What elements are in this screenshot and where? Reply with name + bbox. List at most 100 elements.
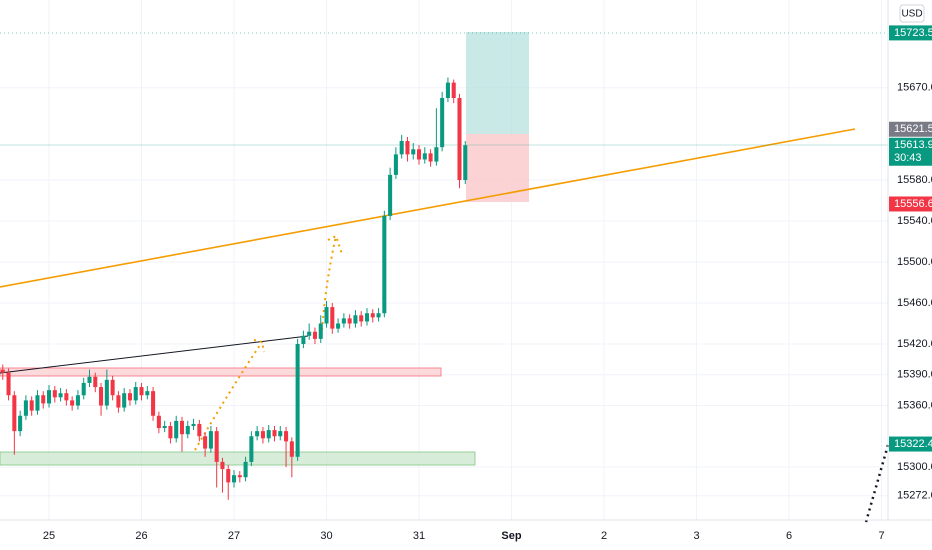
candle-body bbox=[341, 318, 346, 324]
x-tick-label: 31 bbox=[413, 530, 425, 542]
candle-body bbox=[64, 393, 69, 401]
candle-body bbox=[220, 461, 225, 470]
price-badge-label: 15556.6 bbox=[894, 198, 932, 210]
resistance-zone bbox=[0, 367, 442, 377]
candle-body bbox=[249, 436, 254, 462]
y-tick-label: 15420.0 bbox=[897, 338, 932, 350]
candle-body bbox=[116, 395, 121, 408]
candle-body bbox=[81, 382, 86, 396]
currency-box[interactable] bbox=[899, 4, 925, 23]
price-badge bbox=[889, 436, 932, 452]
candle-body bbox=[58, 393, 63, 398]
candle-body bbox=[203, 436, 208, 449]
candle-body bbox=[272, 430, 277, 437]
support-zone bbox=[0, 451, 476, 466]
y-tick-label: 15300.0 bbox=[897, 461, 932, 473]
candle-body bbox=[0, 369, 5, 373]
y-tick-label: 15272.0 bbox=[897, 490, 932, 502]
candle-body bbox=[237, 475, 242, 478]
candle-body bbox=[29, 400, 34, 411]
candle-body bbox=[174, 420, 179, 439]
candle-body bbox=[139, 387, 144, 396]
candle-body bbox=[388, 174, 393, 216]
candle-body bbox=[75, 395, 80, 406]
candle-body bbox=[127, 393, 132, 401]
candle-body bbox=[104, 379, 109, 406]
candle-body bbox=[307, 331, 312, 336]
projection-arrow bbox=[321, 234, 343, 331]
price-badge-label: 15322.4 bbox=[894, 438, 932, 450]
candle-body bbox=[382, 215, 387, 314]
candle-body bbox=[145, 391, 150, 396]
candle-body bbox=[185, 426, 190, 435]
axis: 15272.0 15300.0 15360.0 15390.0 15420.0 15460… bbox=[43, 25, 932, 542]
y-tick-label: 15360.0 bbox=[897, 399, 932, 411]
candle-body bbox=[364, 313, 370, 322]
price-badge bbox=[889, 196, 932, 212]
profit-zone bbox=[466, 32, 529, 134]
candle-body bbox=[47, 390, 52, 404]
countdown: 30:43 bbox=[894, 152, 922, 164]
candle-body bbox=[122, 393, 127, 408]
candle-body bbox=[18, 415, 23, 432]
candles bbox=[0, 77, 468, 500]
x-tick-label: 6 bbox=[786, 530, 792, 542]
candle-body bbox=[428, 153, 433, 162]
candle-body bbox=[70, 400, 75, 406]
candle-body bbox=[393, 154, 398, 175]
candle-body bbox=[370, 313, 375, 318]
candle-body bbox=[324, 307, 329, 324]
candle-body bbox=[318, 323, 323, 339]
candle-body bbox=[179, 420, 185, 435]
price-badge bbox=[889, 137, 932, 166]
candle-body bbox=[156, 415, 161, 429]
y-tick-label: 15580.0 bbox=[897, 174, 932, 186]
y-tick-label: 15460.0 bbox=[897, 297, 932, 309]
x-tick-label: Sep bbox=[501, 530, 521, 542]
candle-body bbox=[278, 431, 283, 437]
y-tick-label: 15390.0 bbox=[897, 369, 932, 381]
candle-body bbox=[226, 469, 231, 483]
x-tick-label: 26 bbox=[135, 530, 147, 542]
trend-line bbox=[0, 128, 856, 288]
dotted-line bbox=[864, 444, 890, 523]
candle-body bbox=[23, 400, 28, 416]
candle-body bbox=[399, 141, 404, 155]
candle-body bbox=[12, 395, 17, 432]
candle-body bbox=[376, 313, 381, 318]
price-badge-label: 15621.5 bbox=[894, 123, 932, 135]
price-badge bbox=[889, 121, 932, 137]
candle-body bbox=[41, 395, 46, 404]
candle-body bbox=[99, 387, 104, 406]
candle-body bbox=[312, 331, 317, 339]
candle-body bbox=[451, 82, 456, 98]
price-badge bbox=[889, 25, 932, 41]
candle-body bbox=[266, 430, 271, 439]
x-tick-label: 30 bbox=[320, 530, 332, 542]
candle-body bbox=[232, 475, 237, 483]
candle-body bbox=[191, 423, 196, 427]
y-tick-label: 15540.0 bbox=[897, 215, 932, 227]
x-tick-label: 25 bbox=[43, 530, 55, 542]
projection-arrow bbox=[194, 339, 265, 451]
candle-body bbox=[422, 153, 427, 160]
candle-body bbox=[87, 376, 92, 383]
price-badge-label: 15613.9 bbox=[894, 139, 932, 151]
candle-body bbox=[255, 431, 260, 437]
candle-body bbox=[52, 390, 57, 398]
candle-body bbox=[284, 431, 289, 442]
candle-body bbox=[347, 318, 352, 324]
candle-body bbox=[359, 315, 364, 322]
trend-line-black bbox=[0, 335, 309, 374]
candle-body bbox=[445, 82, 450, 98]
candle-body bbox=[110, 379, 115, 396]
candle-body bbox=[208, 431, 213, 449]
candle-body bbox=[301, 335, 306, 345]
candle-body bbox=[330, 307, 335, 329]
candle-body bbox=[463, 145, 468, 180]
candle-body bbox=[260, 431, 265, 439]
x-tick-label: 7 bbox=[878, 530, 884, 542]
candle-body bbox=[434, 147, 439, 162]
candle-body bbox=[93, 376, 98, 388]
candle-body bbox=[289, 441, 294, 457]
